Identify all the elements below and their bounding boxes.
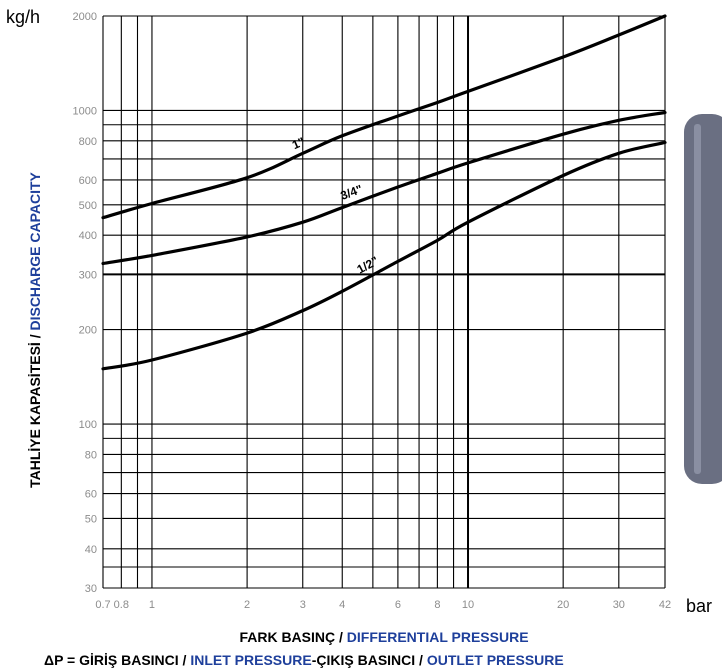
y-axis-title-en: DISCHARGE CAPACITY [27, 171, 43, 330]
x-axis-title-sep: / [335, 629, 347, 645]
product-tube-image [684, 114, 722, 484]
x-tick-labels: 0.7 0.8 1 2 3 4 6 8 10 20 30 42 [95, 599, 671, 611]
x-tick-label: 0.8 [114, 599, 129, 611]
y-tick-label: 1000 [73, 105, 97, 117]
y-axis-title: TAHLİYE KAPASİTESİ / DISCHARGE CAPACITY [27, 171, 43, 487]
y-tick-label: 600 [79, 175, 97, 187]
y-tick-label: 400 [79, 230, 97, 242]
x-axis-subtitle: ΔP = GİRİŞ BASINCI / INLET PRESSURE-ÇIKI… [44, 652, 564, 668]
y-tick-label: 30 [85, 583, 97, 595]
y-tick-label: 60 [85, 489, 97, 501]
y-tick-label: 500 [79, 200, 97, 212]
x-tick-label: 8 [434, 599, 440, 611]
x-tick-label: 0.7 [95, 599, 110, 611]
y-unit-label: kg/h [6, 7, 40, 27]
x-axis-title-en: DIFFERENTIAL PRESSURE [347, 629, 529, 645]
y-tick-label: 200 [79, 325, 97, 337]
y-tick-labels: 30 40 50 60 80 100 200 300 400 500 600 800 1000 2000 [73, 11, 97, 595]
x-tick-label: 3 [300, 599, 306, 611]
tube-highlight [694, 124, 701, 474]
y-tick-label: 50 [85, 513, 97, 525]
x-subtitle-sep2: / [415, 652, 427, 668]
y-tick-label: 2000 [73, 11, 97, 23]
grid [102, 15, 666, 589]
series-line-2 [101, 110, 667, 266]
x-tick-label: 1 [149, 599, 155, 611]
y-tick-label: 100 [79, 419, 97, 431]
y-tick-label: 300 [79, 269, 97, 281]
x-tick-label: 2 [244, 599, 250, 611]
tube-body [684, 114, 722, 484]
x-tick-label: 20 [557, 599, 569, 611]
x-tick-label: 30 [613, 599, 625, 611]
series-line-3 [101, 140, 667, 371]
x-subtitle-outlet-tr: -ÇIKIŞ BASINCI [312, 652, 415, 668]
y-tick-label: 80 [85, 449, 97, 461]
x-subtitle-outlet-en: OUTLET PRESSURE [427, 652, 564, 668]
series-line-1 [101, 14, 667, 220]
series-label-1: 1" [290, 134, 307, 152]
x-axis-title: FARK BASINÇ / DIFFERENTIAL PRESSURE [239, 629, 528, 645]
x-unit-label: bar [686, 596, 712, 616]
x-tick-label: 10 [462, 599, 474, 611]
y-axis-title-tr: TAHLİYE KAPASİTESİ [27, 342, 43, 488]
y-tick-label: 40 [85, 544, 97, 556]
x-subtitle-inlet-tr: ΔP = GİRİŞ BASINCI [44, 652, 179, 668]
x-tick-label: 42 [659, 599, 671, 611]
series-lines: 1"3/4"1/2" [101, 14, 667, 371]
y-tick-label: 800 [79, 136, 97, 148]
x-subtitle-sep1: / [179, 652, 191, 668]
x-tick-label: 4 [339, 599, 345, 611]
x-axis-title-tr: FARK BASINÇ [239, 629, 335, 645]
x-tick-label: 6 [395, 599, 401, 611]
x-subtitle-inlet-en: INLET PRESSURE [190, 652, 311, 668]
y-axis-title-sep: / [27, 331, 43, 343]
